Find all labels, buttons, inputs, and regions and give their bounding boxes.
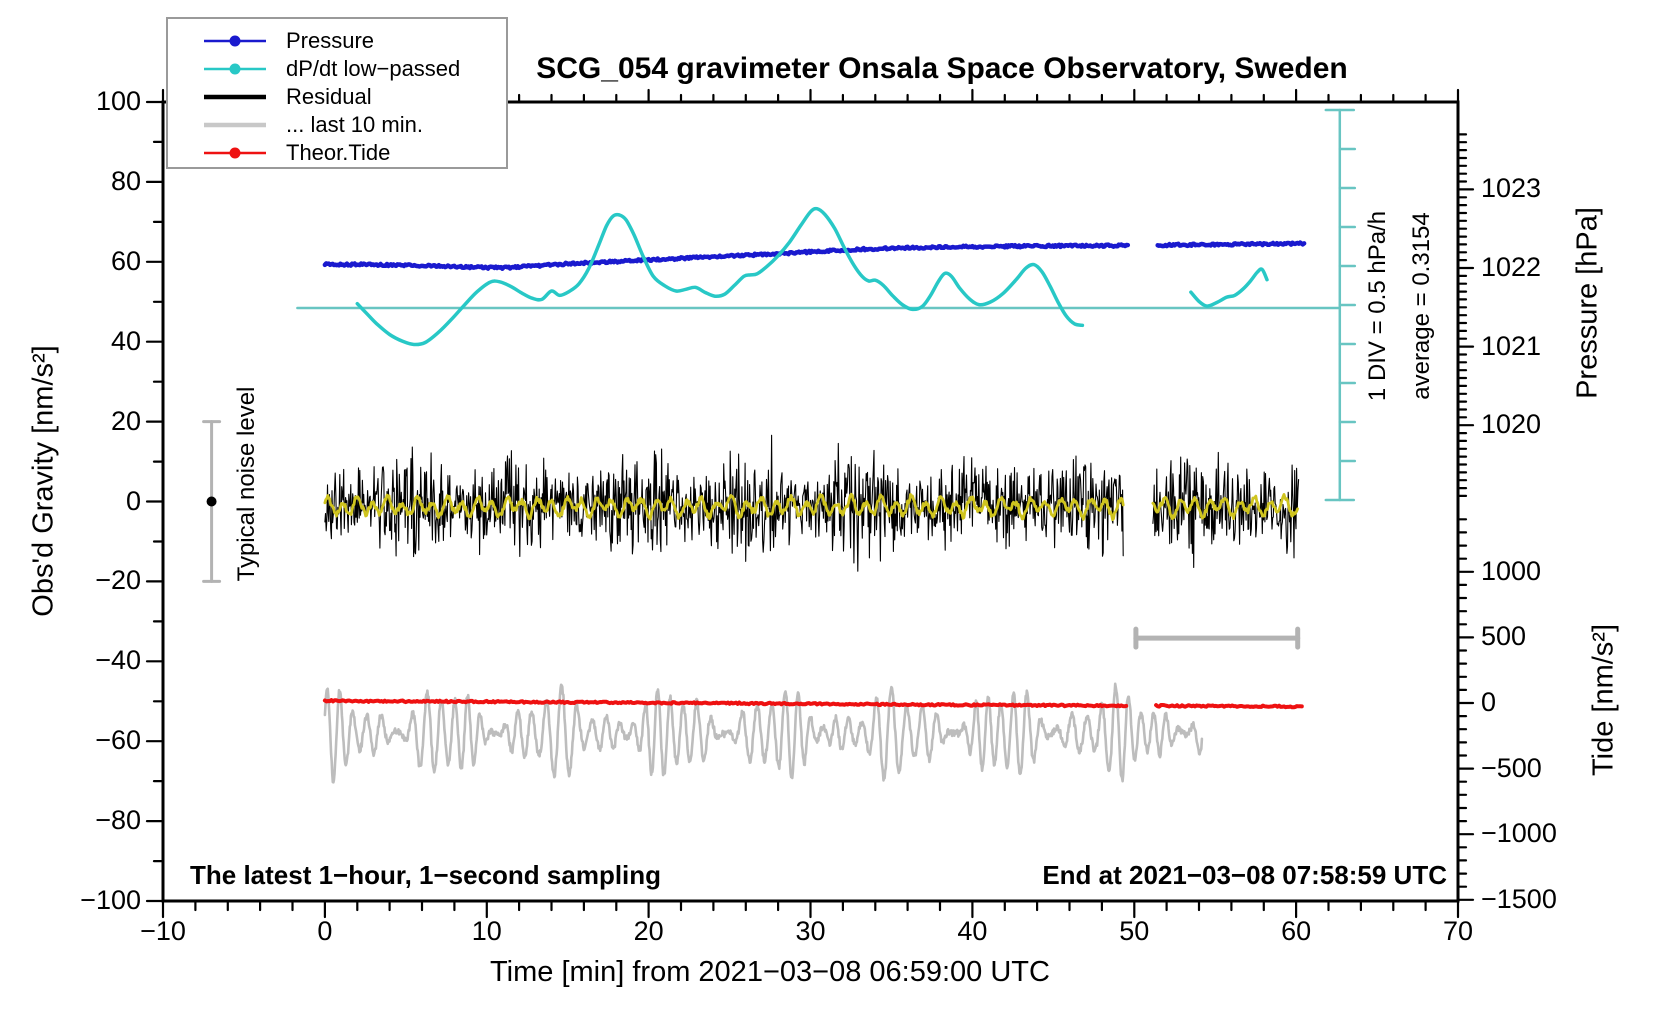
legend-item-pressure: Pressure (204, 27, 506, 55)
gravity-tick-label: 60 (110, 245, 141, 276)
legend-label: Residual (286, 84, 372, 109)
legend-sample-svg (204, 122, 266, 128)
residual-lowpass-curve (323, 492, 1125, 522)
pressure-curve-group (322, 240, 1307, 271)
pressure-tick-label: 1021 (1481, 330, 1542, 361)
time-axis-label: Time [min] from 2021−03−08 06:59:00 UTC (490, 956, 1050, 988)
tide-tick-label: −1000 (1481, 818, 1557, 849)
dpdt-curve (355, 206, 1085, 347)
x-tick-label: −10 (140, 916, 186, 946)
tide-curve (1154, 703, 1304, 710)
sampling-annotation: The latest 1−hour, 1−second sampling (190, 860, 662, 890)
tide-curve-group (322, 698, 1304, 710)
gravity-tick-label: −60 (95, 725, 141, 756)
legend-sample-svg (204, 94, 266, 100)
tide-tick-label: 0 (1481, 687, 1497, 717)
pressure-axis-label: Pressure [hPa] (1571, 207, 1604, 399)
x-tick-label: 20 (633, 916, 664, 946)
pressure-curve (1155, 240, 1307, 249)
plot-frame-group (145, 88, 1475, 919)
last10-line-sample-icon (204, 111, 266, 139)
x-tick-label: 40 (957, 916, 988, 946)
pressure-curve (322, 242, 1131, 271)
dpdt-curve (1189, 267, 1269, 308)
residual-curve-group (324, 434, 1300, 572)
x-tick-label: 70 (1442, 916, 1474, 946)
last10-curve-group (323, 682, 1204, 784)
x-tick-label: 60 (1281, 916, 1312, 946)
legend-sample-svg (204, 147, 266, 159)
legend-item-residual: Residual (204, 83, 506, 111)
x-tick-label: 0 (317, 916, 333, 946)
dpdt-curve-group (355, 206, 1269, 347)
tide-curve (322, 698, 1129, 709)
residual-curve (324, 434, 1124, 572)
gravity-tick-label: 40 (110, 325, 141, 356)
end-time-annotation: End at 2021−03−08 07:58:59 UTC (1042, 860, 1447, 890)
noise-level-dot (206, 496, 217, 507)
legend-sample-dot (229, 63, 241, 75)
legend-sample-dot (229, 35, 241, 47)
legend-item-theortide: Theor.Tide (204, 139, 506, 167)
legend-label: dP/dt low−passed (286, 56, 461, 81)
indicator-bars (202, 420, 1301, 650)
residual-line-sample-icon (204, 83, 266, 111)
dpdt-reference (296, 108, 1357, 502)
legend-sample-svg (204, 63, 266, 75)
legend-label: Theor.Tide (286, 140, 391, 165)
gravity-tick-label: 20 (110, 405, 141, 436)
legend-sample-dot (229, 147, 241, 159)
tide-tick-label: −500 (1481, 752, 1542, 783)
x-tick-label: 10 (471, 916, 502, 946)
x-tick-label: 30 (795, 916, 826, 946)
legend-item-dpdt: dP/dt low−passed (204, 55, 506, 83)
x-tick-label: 50 (1119, 916, 1150, 946)
theortide-line-sample-icon (204, 139, 266, 167)
legend-label: Pressure (286, 28, 375, 53)
residual-lowpass-curve (1151, 493, 1299, 521)
gravity-tick-label: −80 (95, 805, 141, 836)
residual-last10-curve (323, 682, 1204, 784)
gravity-tick-label: −100 (80, 885, 141, 915)
legend-label: ... last 10 min. (286, 112, 423, 137)
gravity-tick-label: −20 (95, 565, 141, 596)
tide-tick-label: 500 (1481, 621, 1527, 652)
legend-item-last10: ... last 10 min. (204, 111, 506, 139)
average-annotation: average = 0.3154 (1408, 212, 1435, 400)
noise-level-annotation: Typical noise level (233, 386, 260, 582)
residual-curve (1152, 451, 1300, 569)
pressure-tick-label: 1022 (1481, 252, 1542, 282)
pressure-tick-label: 1020 (1481, 409, 1542, 440)
gravity-tick-label: −40 (95, 645, 141, 676)
residual-lowpass-group (323, 492, 1299, 522)
gravity-tick-label: 80 (110, 165, 141, 196)
tide-tick-label: −1500 (1481, 883, 1557, 914)
pressure-tick-label: 1023 (1481, 173, 1542, 204)
tide-tick-label: 1000 (1481, 555, 1542, 586)
gravity-tick-label: 0 (125, 485, 141, 516)
gravity-tick-label: 100 (95, 86, 141, 116)
pressure-line-sample-icon (204, 27, 266, 55)
legend: Pressure dP/dt low−passed Residual ... l… (166, 17, 508, 169)
page-title: SCG_054 gravimeter Onsala Space Observat… (536, 52, 1348, 85)
div-scale-annotation: 1 DIV = 0.5 hPa/h (1364, 210, 1391, 402)
dpdt-line-sample-icon (204, 55, 266, 83)
legend-sample-svg (204, 35, 266, 47)
